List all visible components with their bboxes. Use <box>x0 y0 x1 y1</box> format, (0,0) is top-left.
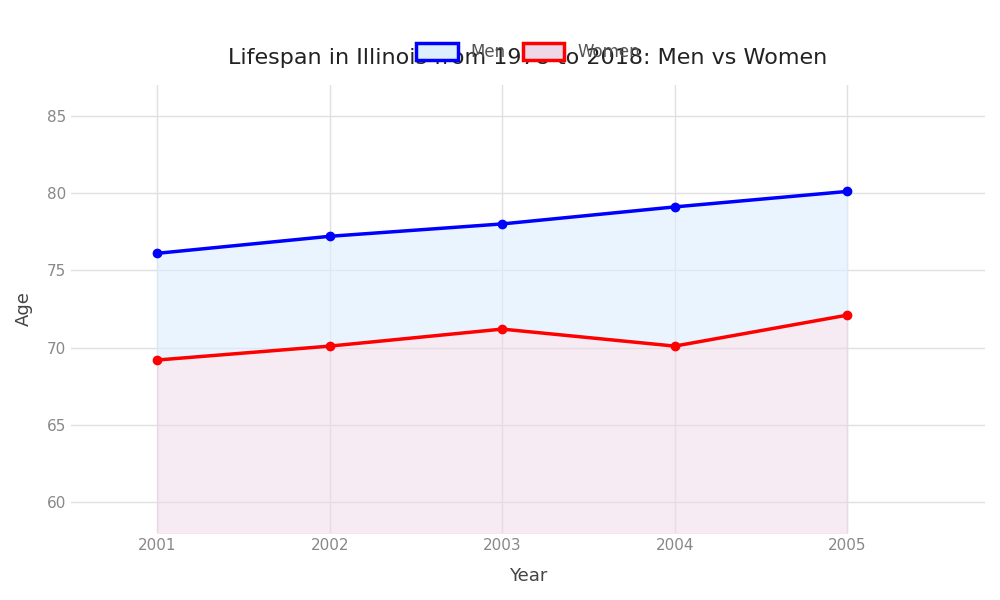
Y-axis label: Age: Age <box>15 292 33 326</box>
X-axis label: Year: Year <box>509 567 547 585</box>
Legend: Men, Women: Men, Women <box>408 35 649 70</box>
Title: Lifespan in Illinois from 1978 to 2018: Men vs Women: Lifespan in Illinois from 1978 to 2018: … <box>228 48 828 68</box>
